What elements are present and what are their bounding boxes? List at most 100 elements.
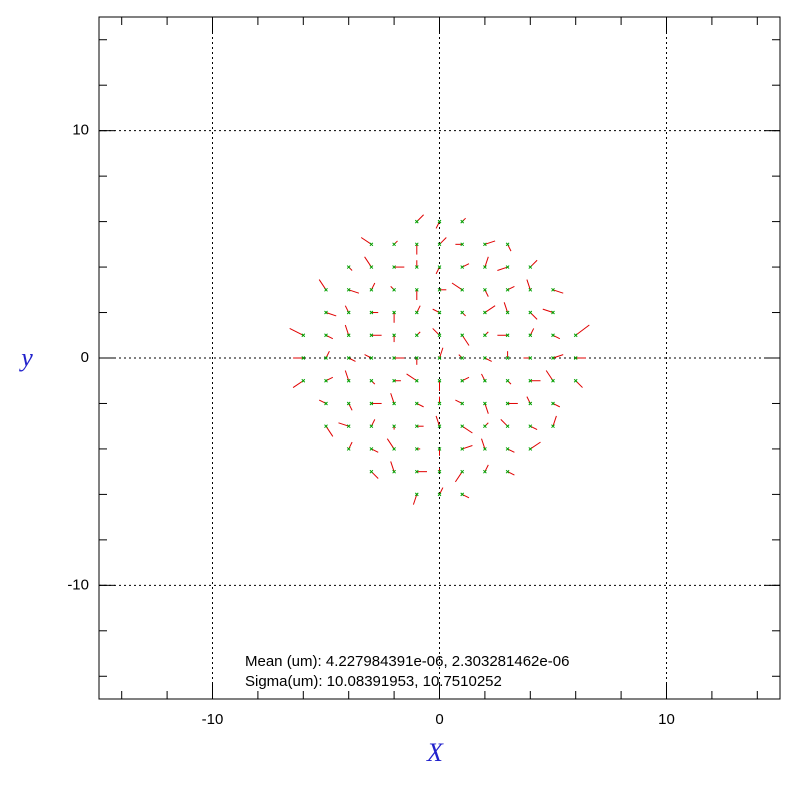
grid-point: [505, 378, 510, 383]
vector: [435, 415, 440, 427]
grid-point: [528, 287, 533, 292]
vector: [552, 354, 564, 359]
grid-point: [414, 401, 419, 406]
grid-point: [483, 447, 487, 451]
y-tick-label: 0: [81, 349, 89, 366]
grid-point: [437, 265, 442, 269]
x-axis-label: X: [426, 738, 444, 767]
grid-point: [369, 447, 374, 451]
grid-point: [369, 287, 374, 292]
grid-point: [437, 333, 442, 338]
grid-point: [551, 333, 555, 338]
grid-point: [551, 424, 555, 429]
grid-point: [528, 333, 533, 338]
grid-point: [369, 424, 374, 429]
grid-point: [346, 378, 351, 383]
vector: [390, 461, 395, 472]
grid-point: [324, 287, 328, 292]
vector: [542, 308, 554, 314]
grid-point: [392, 469, 396, 474]
grid-point: [505, 356, 510, 360]
grid-point: [437, 469, 442, 474]
grid-point: [528, 424, 533, 429]
grid-point: [437, 401, 442, 406]
grid-point: [505, 401, 510, 406]
grid-point: [551, 378, 555, 383]
grid-point: [369, 378, 374, 383]
vector: [338, 422, 349, 427]
grid-point: [460, 469, 465, 474]
grid-point: [505, 469, 510, 474]
grid-point: [505, 333, 510, 338]
vector: [412, 494, 418, 505]
grid-point: [483, 424, 487, 429]
grid-point: [392, 378, 396, 383]
grid-point: [392, 424, 396, 429]
grid-point: [392, 356, 396, 360]
vector: [348, 289, 360, 294]
grid-point: [369, 310, 374, 315]
grid-point: [551, 401, 555, 406]
grid-point: [369, 265, 374, 269]
vector: [526, 279, 531, 290]
y-tick-label: 10: [72, 122, 89, 139]
grid-point: [324, 310, 328, 315]
grid-point: [460, 219, 465, 224]
grid-point: [392, 333, 396, 338]
grid-point: [301, 333, 306, 338]
vector: [552, 415, 557, 427]
grid-point: [483, 265, 487, 269]
vector: [575, 324, 590, 336]
vector: [552, 289, 564, 294]
grid-point: [460, 356, 465, 360]
grid-point: [437, 424, 442, 429]
vector: [484, 256, 489, 268]
grid-point: [392, 287, 396, 292]
grid-point: [324, 378, 328, 383]
grid-point: [369, 401, 374, 406]
vector: [484, 240, 496, 245]
grid-point: [392, 447, 396, 451]
grid-point: [414, 333, 419, 338]
grid-point: [437, 447, 442, 451]
grid-point: [573, 356, 578, 360]
annotation: Mean (um): 4.227984391e-06, 2.303281462e…: [245, 653, 569, 670]
grid-point: [324, 356, 328, 360]
vector: [344, 370, 350, 381]
grid-point: [392, 401, 396, 406]
grid-point: [346, 287, 351, 292]
grid-point: [460, 265, 465, 269]
grid-point: [483, 378, 487, 383]
grid-point: [573, 333, 578, 338]
grid-point: [483, 287, 487, 292]
grid-point: [414, 219, 419, 224]
grid-point: [505, 424, 510, 429]
grid-point: [346, 447, 351, 451]
vector: [497, 266, 508, 271]
grid-point: [528, 356, 533, 360]
grid-point: [437, 492, 442, 497]
grid-point: [483, 242, 487, 247]
grid-point: [483, 333, 487, 338]
grid-point: [460, 287, 465, 292]
x-tick-label: 0: [435, 711, 443, 728]
grid-point: [301, 378, 306, 383]
grid-point: [414, 242, 419, 247]
grid-point: [414, 310, 419, 315]
grid-point: [437, 310, 442, 315]
grid-point: [505, 242, 510, 247]
grid-point: [369, 242, 374, 247]
grid-point: [437, 378, 442, 383]
grid-point: [392, 242, 396, 247]
grid-point: [301, 356, 306, 360]
x-tick-label: 10: [658, 711, 675, 728]
grid-point: [528, 401, 533, 406]
vector: [325, 312, 337, 317]
grid-point: [324, 424, 328, 429]
vector: [439, 347, 444, 359]
grid-point: [324, 401, 328, 406]
grid-point: [483, 310, 487, 315]
grid-point: [551, 287, 555, 292]
grid-point: [346, 401, 351, 406]
